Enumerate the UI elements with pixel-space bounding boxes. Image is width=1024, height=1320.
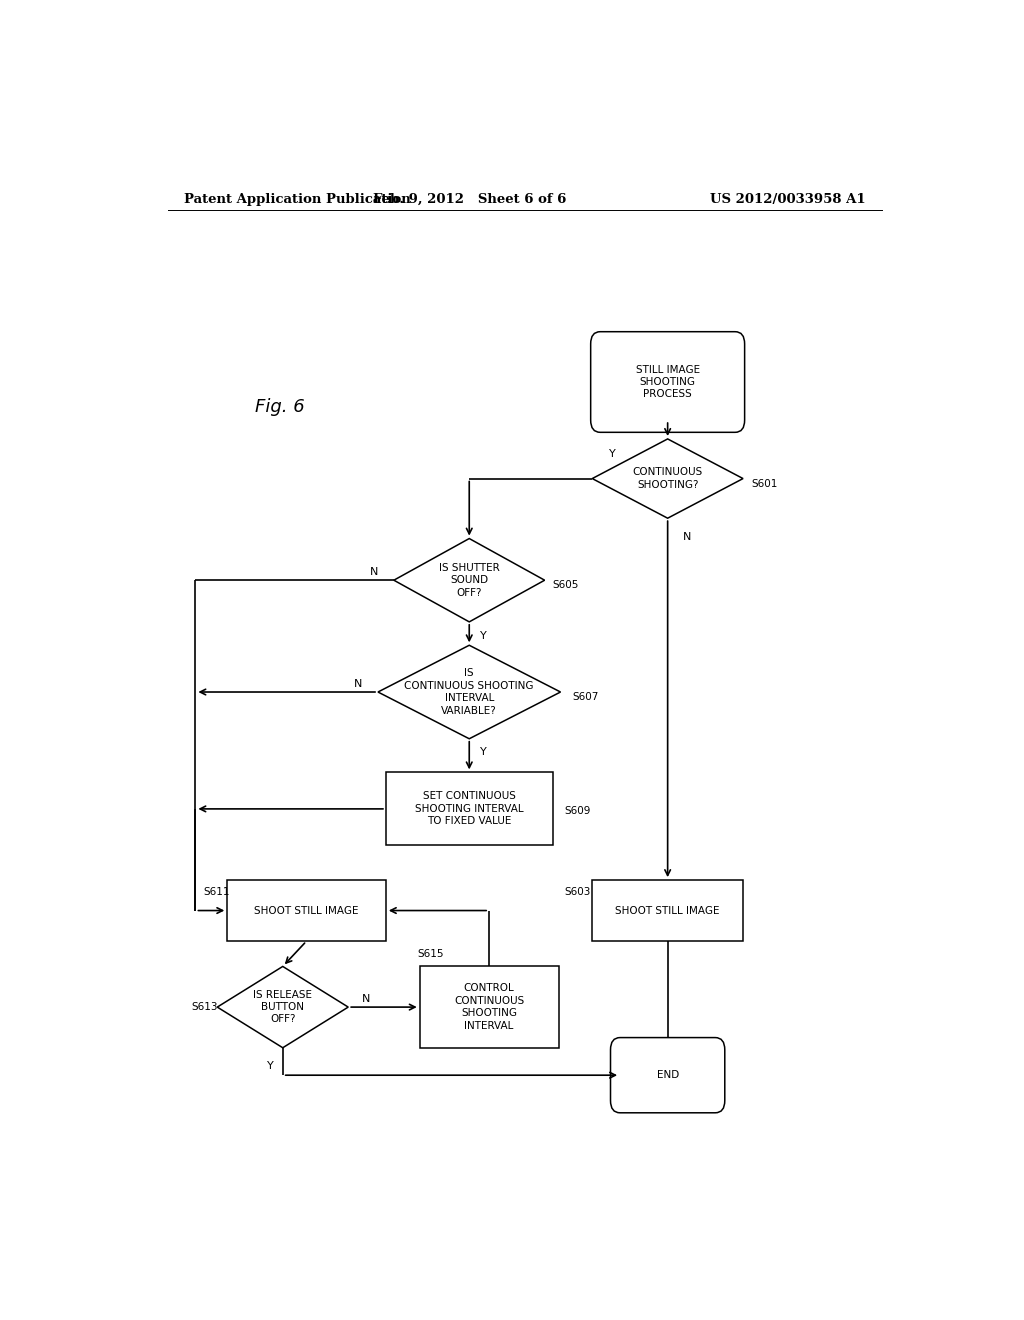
- Text: S607: S607: [572, 692, 599, 702]
- Text: N: N: [370, 568, 378, 577]
- Text: SET CONTINUOUS
SHOOTING INTERVAL
TO FIXED VALUE: SET CONTINUOUS SHOOTING INTERVAL TO FIXE…: [415, 792, 523, 826]
- Text: Y: Y: [480, 631, 486, 642]
- Text: S605: S605: [553, 581, 579, 590]
- Text: STILL IMAGE
SHOOTING
PROCESS: STILL IMAGE SHOOTING PROCESS: [636, 364, 699, 400]
- Text: US 2012/0033958 A1: US 2012/0033958 A1: [711, 193, 866, 206]
- Text: Y: Y: [480, 747, 486, 756]
- Text: IS
CONTINUOUS SHOOTING
INTERVAL
VARIABLE?: IS CONTINUOUS SHOOTING INTERVAL VARIABLE…: [404, 668, 534, 715]
- FancyBboxPatch shape: [591, 331, 744, 433]
- Polygon shape: [592, 440, 743, 519]
- FancyBboxPatch shape: [227, 880, 386, 941]
- Text: S615: S615: [418, 949, 444, 960]
- Text: N: N: [354, 678, 362, 689]
- Text: Y: Y: [267, 1061, 274, 1071]
- Text: S611: S611: [204, 887, 230, 898]
- Text: END: END: [656, 1071, 679, 1080]
- Text: IS SHUTTER
SOUND
OFF?: IS SHUTTER SOUND OFF?: [439, 562, 500, 598]
- FancyBboxPatch shape: [386, 772, 553, 846]
- FancyBboxPatch shape: [592, 880, 743, 941]
- Text: N: N: [683, 532, 691, 541]
- Text: N: N: [361, 994, 370, 1005]
- Text: CONTINUOUS
SHOOTING?: CONTINUOUS SHOOTING?: [633, 467, 702, 490]
- Text: SHOOT STILL IMAGE: SHOOT STILL IMAGE: [615, 906, 720, 916]
- Text: S609: S609: [564, 807, 591, 816]
- Text: S601: S601: [751, 479, 777, 488]
- Text: Fig. 6: Fig. 6: [255, 399, 305, 416]
- Text: IS RELEASE
BUTTON
OFF?: IS RELEASE BUTTON OFF?: [253, 990, 312, 1024]
- Text: SHOOT STILL IMAGE: SHOOT STILL IMAGE: [254, 906, 358, 916]
- Text: S613: S613: [191, 1002, 218, 1012]
- Polygon shape: [378, 645, 560, 739]
- FancyBboxPatch shape: [420, 966, 558, 1048]
- Text: Patent Application Publication: Patent Application Publication: [183, 193, 411, 206]
- Polygon shape: [217, 966, 348, 1048]
- Text: S603: S603: [564, 887, 591, 898]
- Text: Y: Y: [608, 449, 615, 459]
- Polygon shape: [394, 539, 545, 622]
- FancyBboxPatch shape: [610, 1038, 725, 1113]
- Text: CONTROL
CONTINUOUS
SHOOTING
INTERVAL: CONTROL CONTINUOUS SHOOTING INTERVAL: [454, 983, 524, 1031]
- Text: Feb. 9, 2012   Sheet 6 of 6: Feb. 9, 2012 Sheet 6 of 6: [373, 193, 566, 206]
